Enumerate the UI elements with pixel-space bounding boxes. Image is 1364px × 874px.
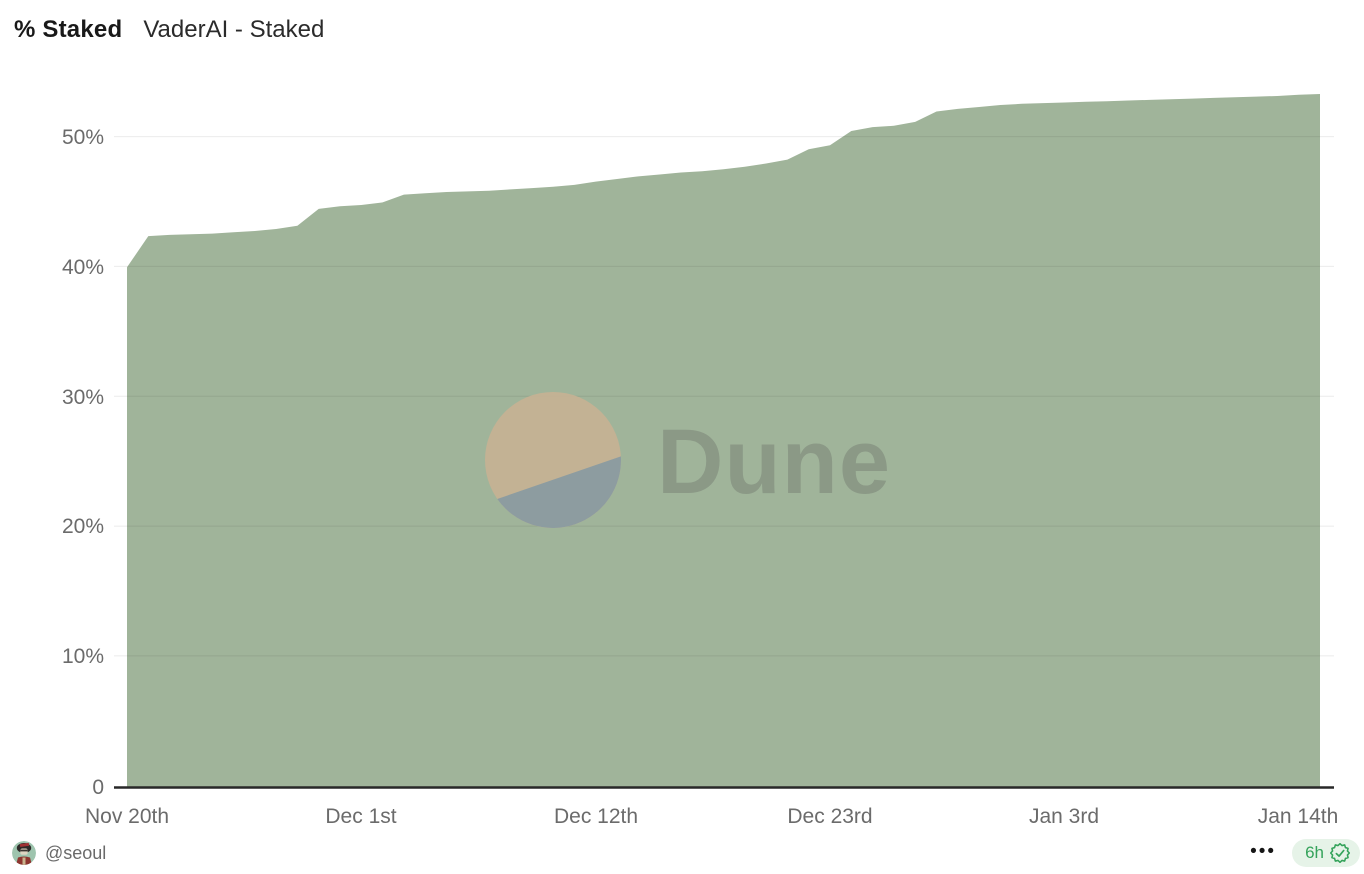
y-tick-40: 40% [62, 256, 104, 279]
x-tick-jan14: Jan 14th [1258, 805, 1339, 828]
x-tick-dec1: Dec 1st [325, 805, 396, 828]
footer-controls: ••• 6h [1250, 839, 1360, 867]
verified-seal-icon [1330, 843, 1350, 863]
x-tick-nov20: Nov 20th [85, 805, 169, 828]
y-tick-0: 0 [92, 776, 104, 799]
x-tick-dec12: Dec 12th [554, 805, 638, 828]
staked-area-series[interactable] [127, 94, 1320, 787]
x-tick-jan3: Jan 3rd [1029, 805, 1099, 828]
more-menu-button[interactable]: ••• [1250, 840, 1277, 862]
dune-wordmark: Dune [657, 411, 891, 513]
footer-author: @seoul [12, 841, 106, 865]
y-tick-50: 50% [62, 126, 104, 149]
y-axis-labels: 50% 40% 30% 20% 10% 0 [62, 126, 104, 799]
metric-label: % Staked [14, 16, 123, 43]
y-tick-10: 10% [62, 645, 104, 668]
y-tick-30: 30% [62, 386, 104, 409]
author-handle[interactable]: @seoul [45, 842, 107, 863]
x-axis-labels: Nov 20th Dec 1st Dec 12th Dec 23rd Jan 3… [85, 805, 1338, 828]
freshness-badge[interactable]: 6h [1292, 839, 1360, 867]
author-avatar[interactable] [12, 841, 36, 865]
x-tick-dec23: Dec 23rd [787, 805, 872, 828]
y-tick-20: 20% [62, 515, 104, 538]
dune-watermark[interactable]: Dune [485, 392, 891, 528]
freshness-label: 6h [1305, 843, 1324, 862]
dune-logo-icon [485, 392, 621, 528]
page-title: VaderAI - Staked [143, 16, 325, 43]
chart-header: % Staked VaderAI - Staked [14, 16, 324, 44]
gridlines [114, 136, 1334, 657]
